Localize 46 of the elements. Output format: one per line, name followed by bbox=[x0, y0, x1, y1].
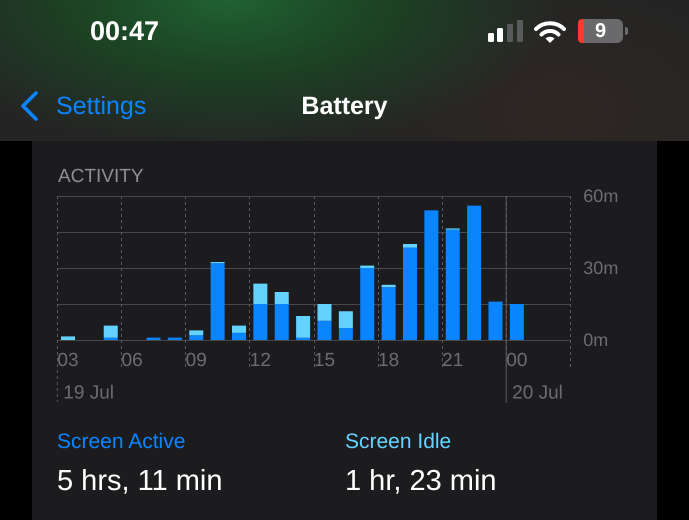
bar bbox=[253, 284, 268, 304]
bar bbox=[510, 304, 524, 340]
y-tick-label: 30m bbox=[583, 258, 618, 278]
bar bbox=[189, 330, 204, 336]
bar bbox=[467, 206, 482, 340]
x-tick-label: 12 bbox=[250, 350, 271, 371]
text: 19 Jul bbox=[63, 382, 114, 404]
bar bbox=[402, 248, 417, 340]
x-tick-label: 18 bbox=[378, 350, 400, 371]
chart-subtitle: ACTIVITY bbox=[58, 166, 144, 187]
x-tick-label: 06 bbox=[122, 350, 143, 371]
bar bbox=[274, 304, 289, 340]
chart-title: Battery bbox=[301, 92, 388, 120]
text: Screen Active bbox=[57, 430, 186, 453]
bar bbox=[424, 210, 438, 340]
text: Screen Idle bbox=[345, 430, 452, 453]
bar bbox=[104, 326, 118, 338]
x-tick-label: 15 bbox=[314, 350, 336, 371]
bar bbox=[232, 326, 246, 333]
bar bbox=[253, 304, 268, 340]
bar bbox=[360, 268, 374, 340]
bar bbox=[296, 316, 310, 338]
bar bbox=[338, 328, 353, 340]
bar bbox=[317, 304, 332, 321]
bar bbox=[317, 320, 332, 340]
text: Settings bbox=[56, 92, 146, 121]
bar bbox=[488, 302, 502, 340]
y-tick-label: 0m bbox=[583, 330, 608, 350]
bar bbox=[274, 292, 289, 304]
bar bbox=[338, 311, 353, 328]
x-tick-label: 00 bbox=[506, 350, 528, 371]
bar bbox=[210, 263, 225, 340]
text: 1 hr, 23 min bbox=[345, 465, 497, 497]
y-tick-label: 60m bbox=[583, 186, 618, 206]
x-tick-label: 03 bbox=[57, 350, 79, 371]
text: 00:47 bbox=[90, 16, 160, 47]
bar bbox=[382, 287, 396, 340]
x-tick-label: 21 bbox=[442, 350, 464, 371]
bar bbox=[189, 335, 204, 340]
bar bbox=[232, 332, 246, 340]
bar bbox=[446, 230, 460, 340]
bar bbox=[60, 336, 75, 340]
text: 20 Jul bbox=[512, 382, 563, 404]
text: 5 hrs, 11 min bbox=[57, 465, 222, 497]
x-tick-label: 09 bbox=[186, 350, 207, 371]
bar bbox=[402, 244, 417, 248]
